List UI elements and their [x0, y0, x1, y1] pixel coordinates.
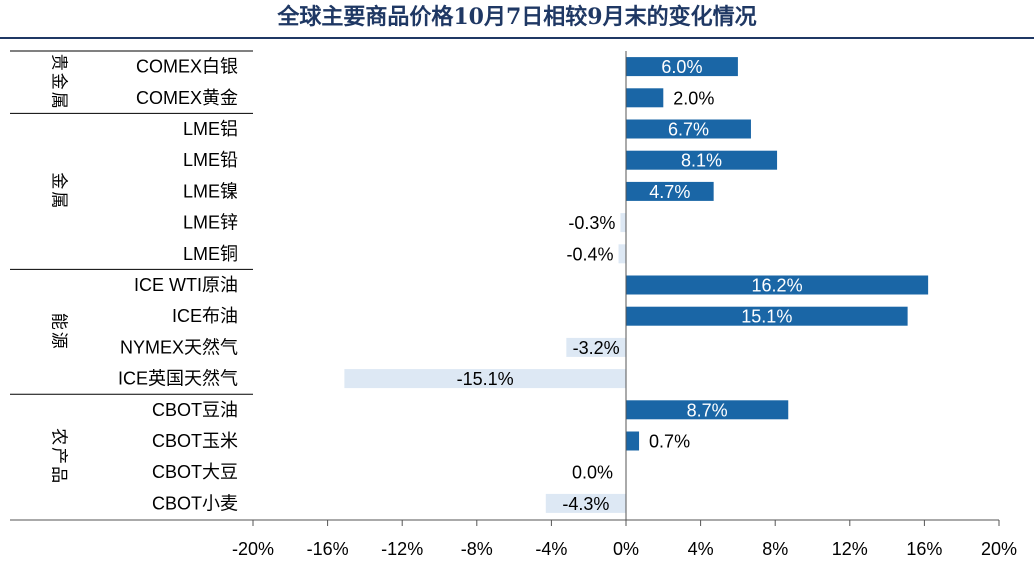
bar-ICE WTI原油 — [626, 275, 929, 295]
group-label: 能源 — [49, 313, 69, 351]
category-label: CBOT小麦 — [152, 493, 238, 513]
group-label: 金属 — [49, 172, 69, 210]
data-label: 0.0% — [572, 463, 613, 483]
bar-CBOT小麦 — [545, 493, 626, 513]
bar-LME铜 — [618, 244, 626, 264]
group-label: 农产品 — [49, 428, 69, 485]
bar-LME铅 — [626, 150, 778, 170]
data-label: 6.0% — [661, 57, 702, 77]
x-tick-label: 12% — [832, 539, 868, 559]
category-label: LME镍 — [183, 181, 238, 201]
x-tick-label: -4% — [535, 539, 567, 559]
bar-LME镍 — [626, 181, 714, 201]
group-label: 贵金属 — [49, 54, 69, 111]
data-label: 15.1% — [741, 307, 792, 327]
data-label: 0.7% — [649, 432, 690, 452]
title-underline — [0, 37, 1034, 39]
data-label: 4.7% — [649, 182, 690, 202]
x-tick-label: -12% — [381, 539, 423, 559]
data-label: 16.2% — [752, 276, 803, 296]
x-tick-label: -20% — [232, 539, 274, 559]
category-label: CBOT大豆 — [152, 462, 238, 482]
x-tick-label: 16% — [906, 539, 942, 559]
data-label: 8.7% — [687, 400, 728, 420]
x-tick-label: 0% — [613, 539, 639, 559]
category-label: LME铅 — [183, 150, 238, 170]
data-label: 6.7% — [668, 120, 709, 140]
category-label: LME铝 — [183, 119, 238, 139]
category-label: NYMEX天然气 — [120, 337, 238, 357]
data-label: -3.2% — [573, 338, 620, 358]
bar-LME锌 — [620, 213, 626, 233]
category-label: ICE WTI原油 — [134, 275, 238, 295]
data-label: -0.4% — [567, 244, 614, 264]
bar-COMEX白银 — [626, 57, 738, 77]
data-label: 8.1% — [681, 151, 722, 171]
data-label: 2.0% — [673, 88, 714, 108]
category-label: COMEX黄金 — [136, 88, 238, 108]
category-label: ICE英国天然气 — [118, 369, 238, 389]
data-label: -4.3% — [562, 494, 609, 514]
x-tick-label: 4% — [688, 539, 714, 559]
data-label: -0.3% — [568, 213, 615, 233]
bar-LME铝 — [626, 119, 751, 139]
x-tick-label: -8% — [461, 539, 493, 559]
bar-ICE布油 — [626, 306, 908, 326]
category-label: LME铜 — [183, 244, 238, 264]
chart-title: 全球主要商品价格10月7日相较9月末的变化情况 — [277, 4, 757, 30]
data-label: -15.1% — [457, 369, 514, 389]
category-label: COMEX白银 — [136, 57, 238, 77]
bar-ICE英国天然气 — [344, 369, 626, 389]
x-tick-label: -16% — [307, 539, 349, 559]
bar-COMEX黄金 — [626, 88, 664, 108]
category-label: CBOT玉米 — [152, 431, 238, 451]
category-label: CBOT豆油 — [152, 400, 238, 420]
bar-CBOT豆油 — [626, 400, 789, 420]
x-tick-label: 8% — [762, 539, 788, 559]
x-tick-label: 20% — [981, 539, 1017, 559]
bar-NYMEX天然气 — [566, 337, 626, 357]
category-label: ICE布油 — [172, 306, 238, 326]
category-label: LME锌 — [183, 213, 238, 233]
bar-CBOT玉米 — [626, 431, 640, 451]
